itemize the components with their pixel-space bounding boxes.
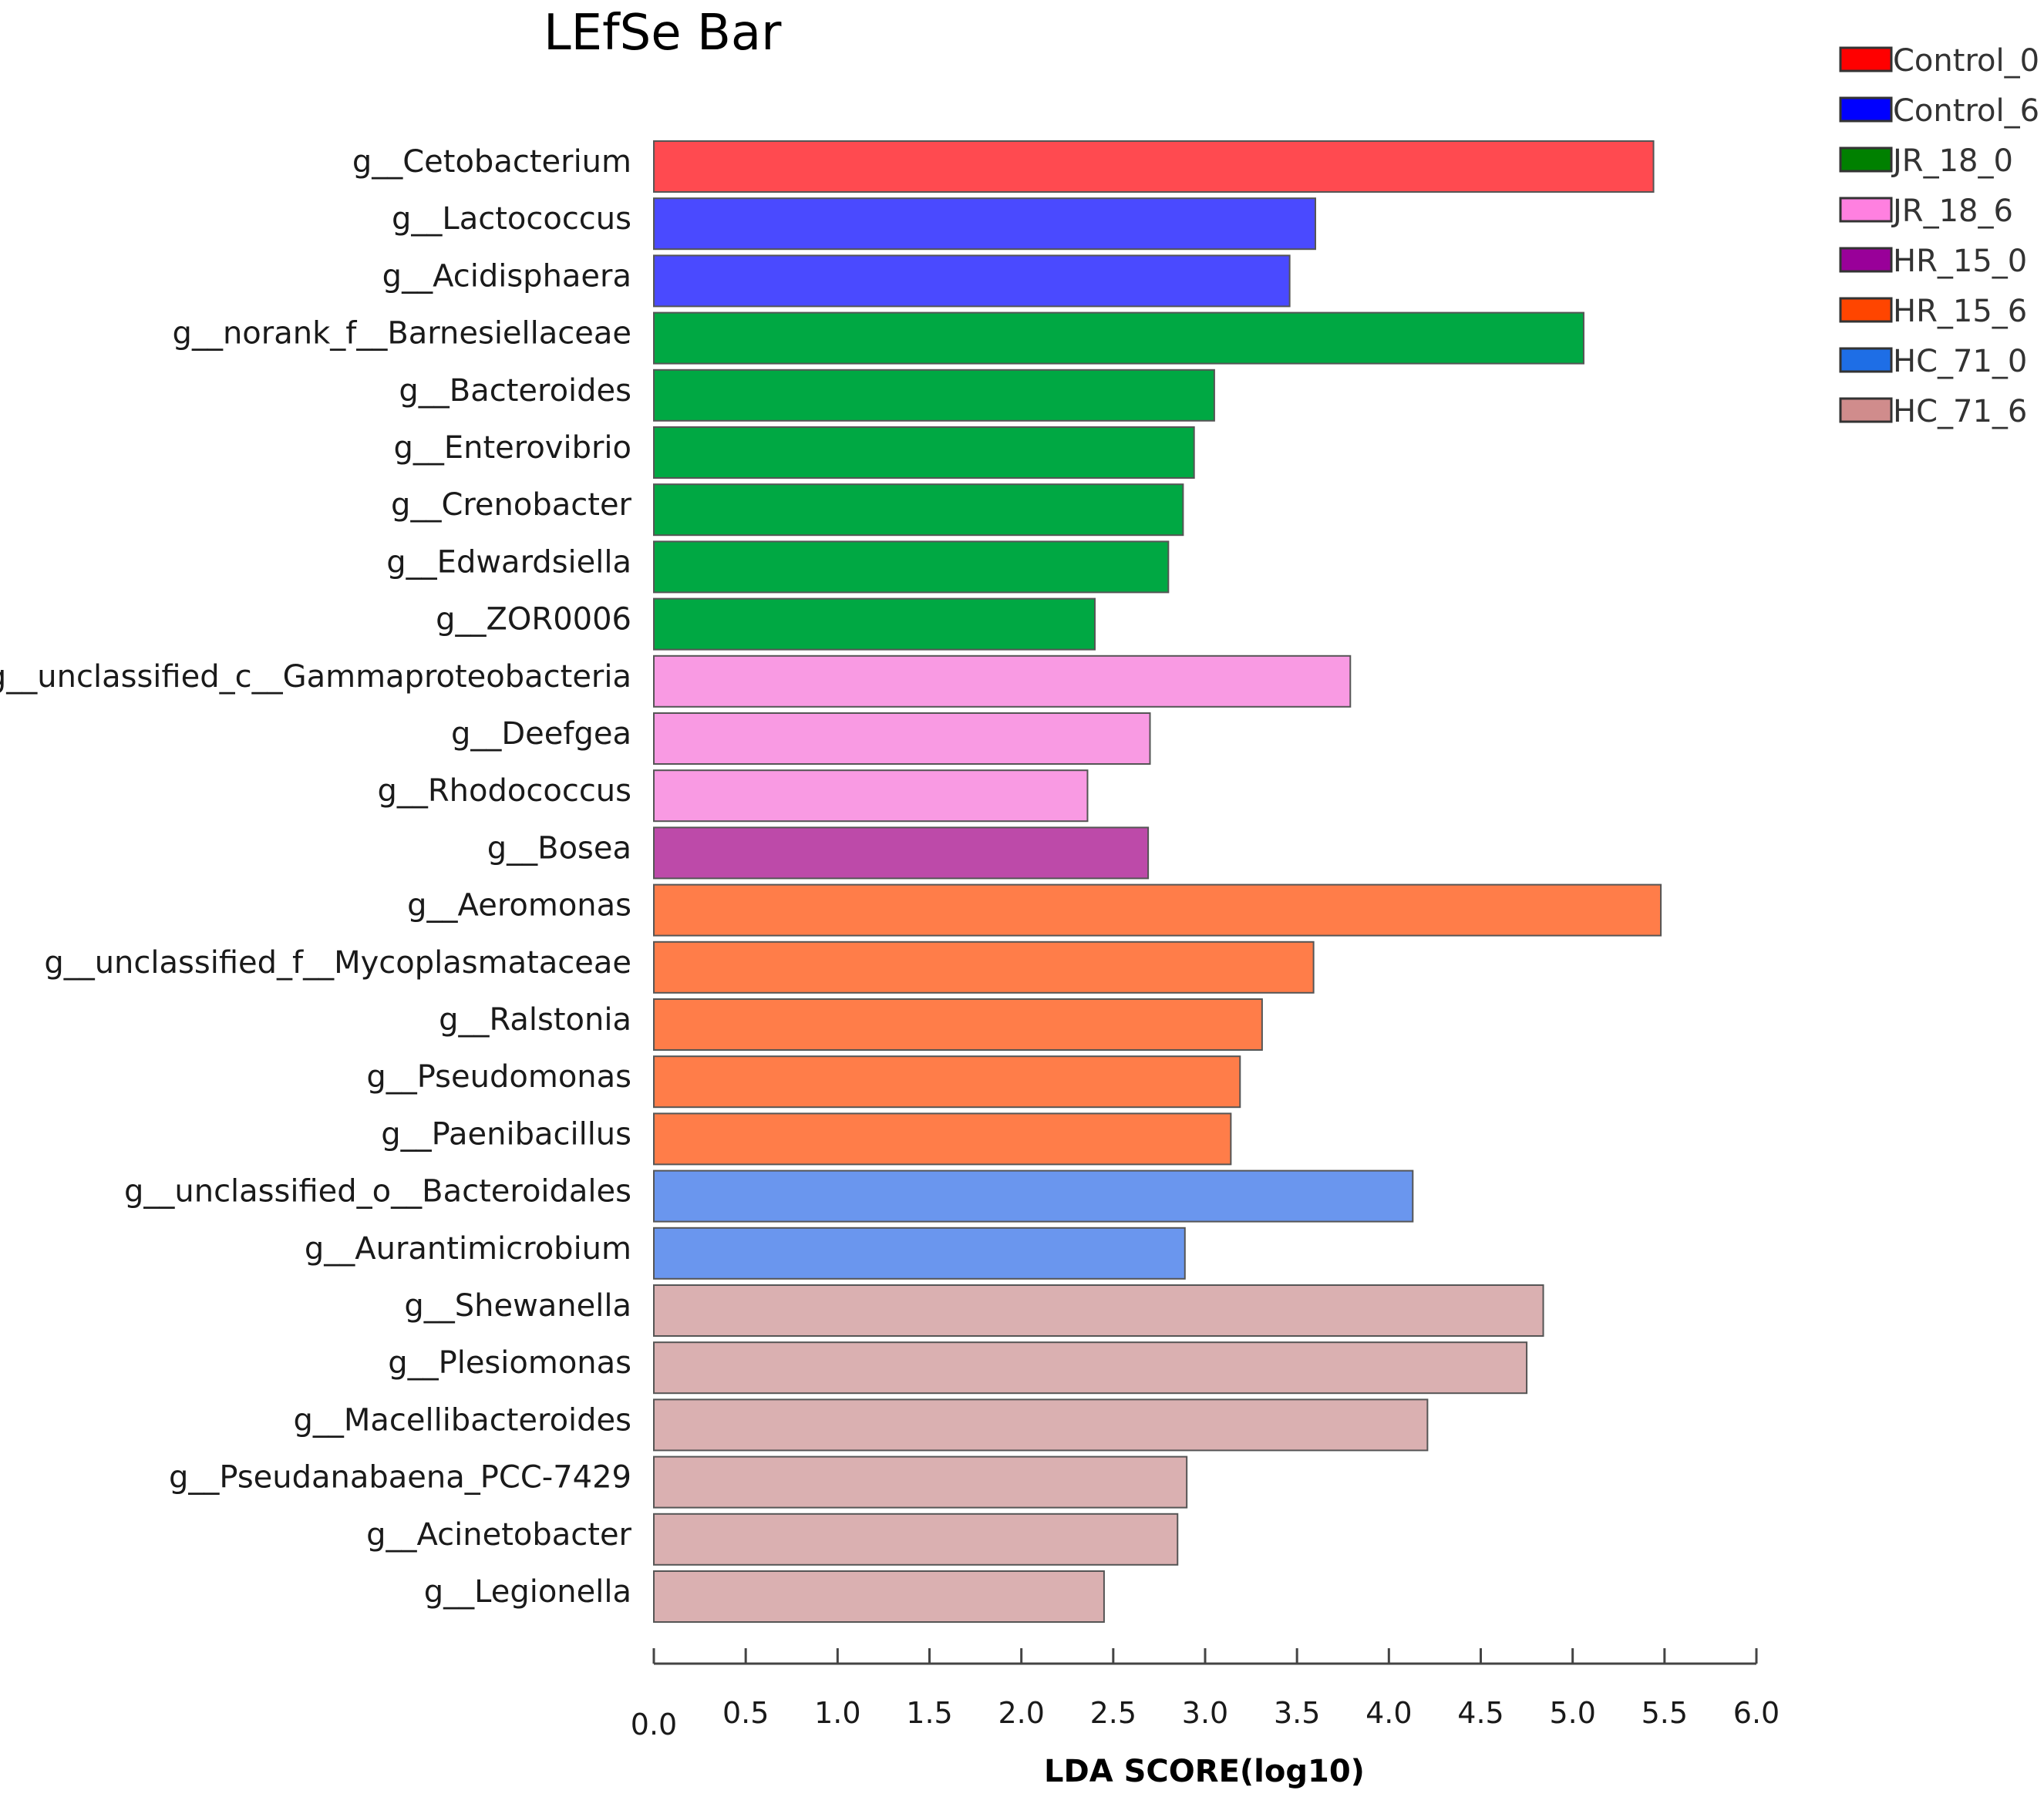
category-label: g__Rhodococcus (377, 773, 631, 809)
category-label: g__Crenobacter (391, 487, 632, 523)
legend-swatch-hc-71-6 (1839, 397, 1893, 423)
category-label: g__Paenibacillus (381, 1116, 631, 1152)
category-label: g__Shewanella (404, 1288, 631, 1324)
legend-label: HR_15_0 (1893, 244, 2027, 279)
bars-group (653, 140, 1662, 1623)
bar-g-paenibacillus (653, 1112, 1232, 1166)
category-label: g__Enterovibrio (393, 430, 631, 466)
bar-g-acidisphaera (653, 254, 1291, 308)
category-label: g__Acidisphaera (382, 258, 631, 294)
bar-g-plesiomonas (653, 1341, 1528, 1395)
bar-g-cetobacterium (653, 140, 1655, 193)
x-tick-label: 4.5 (1457, 1696, 1504, 1730)
bar-g-edwardsiella (653, 540, 1170, 594)
x-tick-label: 3.0 (1182, 1696, 1228, 1730)
legend-swatch-control-6 (1839, 96, 1893, 123)
bar-g-rhodococcus (653, 769, 1089, 823)
x-tick-label: 1.0 (814, 1696, 860, 1730)
bar-g-lactococcus (653, 197, 1316, 251)
legend-swatch-hc-71-0 (1839, 347, 1893, 373)
bar-g-pseudomonas (653, 1055, 1241, 1109)
bar-g-unclassified-c-gammaproteobacteria (653, 655, 1352, 708)
category-label: g__unclassified_f__Mycoplasmataceae (44, 945, 631, 981)
x-tick-label: 3.5 (1274, 1696, 1320, 1730)
category-label: g__unclassified_c__Gammaproteobacteria (0, 659, 631, 695)
category-label: g__Pseudomonas (366, 1059, 631, 1095)
legend-label: Control_0 (1893, 43, 2039, 79)
x-tick-label: 2.5 (1090, 1696, 1136, 1730)
category-label: g__Cetobacterium (352, 144, 631, 180)
category-label: g__Deefgea (451, 716, 631, 752)
legend-swatch-hr-15-6 (1839, 297, 1893, 323)
category-label: g__Legionella (424, 1574, 631, 1610)
legend-swatch-control-0 (1839, 46, 1893, 72)
x-tick-label: 5.0 (1549, 1696, 1595, 1730)
chart-title: LEfSe Bar (544, 5, 782, 62)
category-label: g__Bacteroides (399, 373, 631, 409)
legend-label: Control_6 (1893, 93, 2039, 129)
x-tick-label: 2.0 (998, 1696, 1044, 1730)
x-axis: 0.0 0.5 1.0 1.5 2.0 2.5 3.0 3.5 4.0 4.5 5.0 5.5 6.0 (631, 1648, 1780, 1741)
bar-g-macellibacteroides (653, 1398, 1429, 1452)
category-label: g__Bosea (487, 830, 631, 866)
x-tick-label: 5.5 (1642, 1696, 1688, 1730)
x-tick-label: 1.5 (906, 1696, 952, 1730)
category-label: g__Pseudanabaena_PCC-7429 (169, 1460, 631, 1496)
bar-g-legionella (653, 1570, 1105, 1623)
bar-g-norank-f-barnesiellaceae (653, 311, 1584, 365)
legend-swatch-jr-18-6 (1839, 197, 1893, 223)
x-tick-label: 6.0 (1733, 1696, 1780, 1730)
legend-swatch-hr-15-0 (1839, 247, 1893, 273)
x-tick-label: 4.0 (1365, 1696, 1412, 1730)
bar-g-bosea (653, 826, 1150, 880)
category-label: g__Lactococcus (392, 201, 631, 237)
legend: Control_0 Control_6 JR_18_0 JR_18_6 HR_15_0 H… (1839, 43, 2039, 429)
category-label: g__unclassified_o__Bacteroidales (124, 1174, 631, 1210)
bar-g-ralstonia (653, 998, 1263, 1051)
legend-label: HR_15_6 (1893, 294, 2027, 329)
category-label: g__ZOR0006 (436, 602, 631, 638)
bar-g-enterovibrio (653, 426, 1195, 479)
category-label: g__Aeromonas (407, 888, 631, 924)
bar-g-shewanella (653, 1284, 1544, 1337)
legend-label: HC_71_6 (1893, 394, 2027, 429)
category-label: g__norank_f__Barnesiellaceae (173, 316, 631, 352)
x-axis-label: LDA SCORE(log10) (1044, 1754, 1365, 1789)
bar-g-acinetobacter (653, 1513, 1179, 1566)
bar-g-deefgea (653, 712, 1151, 765)
legend-label: HC_71_0 (1893, 344, 2027, 379)
category-labels: g__Cetobacterium g__Lactococcus g__Acidisp… (0, 144, 632, 1610)
category-label: g__Edwardsiella (386, 544, 631, 580)
category-label: g__Macellibacteroides (293, 1402, 631, 1438)
bar-g-pseudanabaena-pcc-7429 (653, 1455, 1188, 1509)
legend-swatch-jr-18-0 (1839, 146, 1893, 173)
legend-label: JR_18_0 (1891, 143, 2013, 179)
bar-g-aurantimicrobium (653, 1227, 1186, 1280)
bar-g-unclassified-f-mycoplasmataceae (653, 941, 1315, 994)
bar-g-zor0006 (653, 597, 1096, 651)
category-label: g__Acinetobacter (366, 1517, 631, 1553)
category-label: g__Ralstonia (439, 1002, 631, 1038)
x-tick-label: 0.5 (722, 1696, 769, 1730)
bar-g-aeromonas (653, 883, 1662, 937)
legend-label: JR_18_6 (1891, 193, 2013, 229)
x-tick-label: 0.0 (631, 1708, 677, 1741)
bar-g-bacteroides (653, 368, 1215, 422)
category-label: g__Aurantimicrobium (305, 1231, 631, 1267)
bar-g-unclassified-o-bacteroidales (653, 1169, 1414, 1223)
category-label: g__Plesiomonas (388, 1345, 631, 1381)
bar-g-crenobacter (653, 483, 1184, 537)
